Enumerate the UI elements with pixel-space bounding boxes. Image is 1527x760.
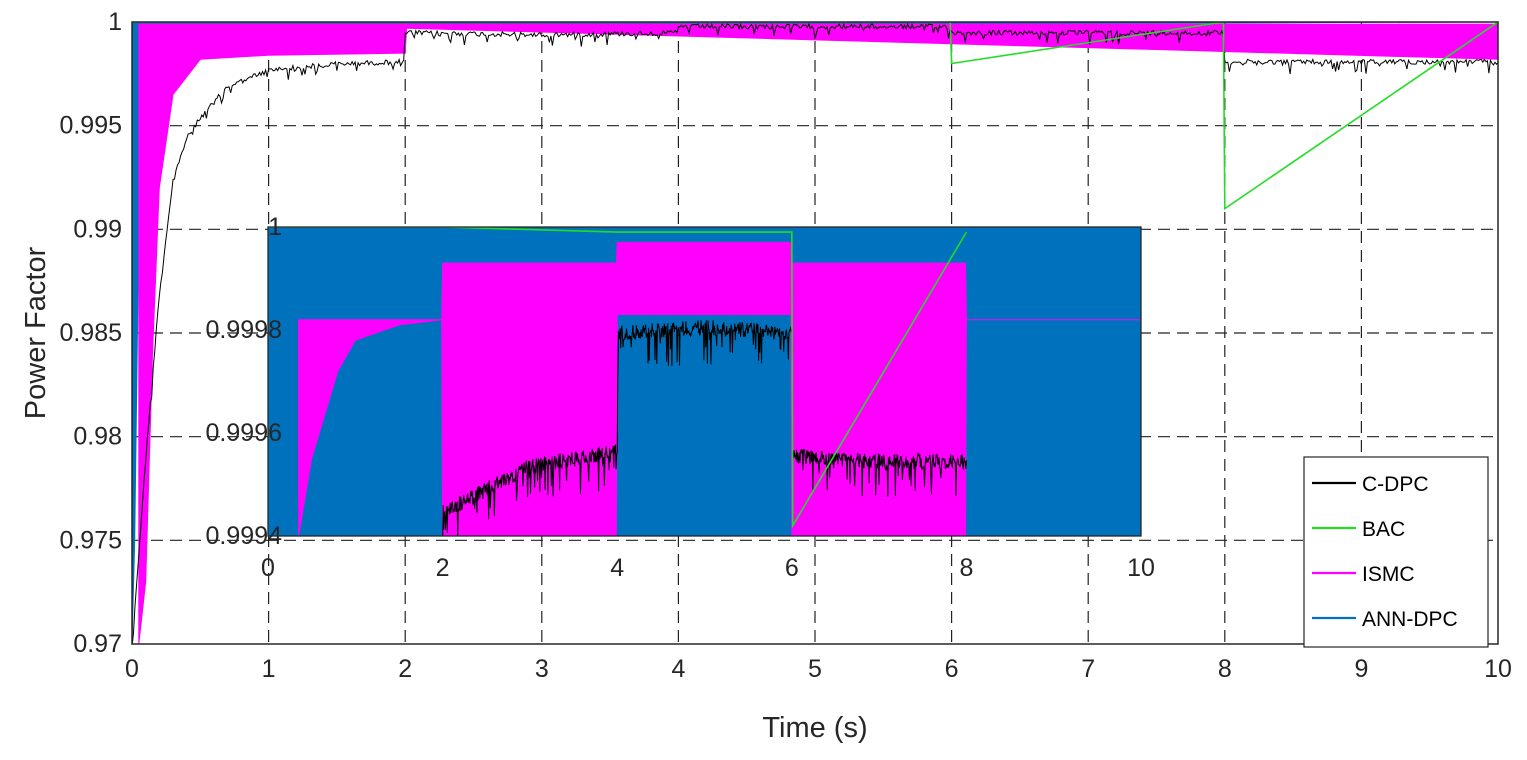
- series-bac-line: [268, 227, 968, 529]
- y-axis-title: Power Factor: [20, 246, 52, 419]
- x-tick-label: 8: [959, 554, 973, 582]
- x-tick-label: 6: [785, 554, 799, 582]
- x-tick-label: 9: [1354, 655, 1368, 683]
- series-bac-line: [132, 22, 1498, 211]
- inset-tick-labels: 0 2 4 6 8 10 0.9994 0.9996 0.9998 1: [206, 213, 1155, 582]
- series-c-dpc-line: [442, 320, 967, 536]
- x-tick-label: 3: [535, 655, 549, 683]
- main-series: [132, 22, 1498, 644]
- legend-label: BAC: [1362, 518, 1405, 541]
- legend-label: ISMC: [1362, 563, 1415, 586]
- legend-label: ANN-DPC: [1362, 608, 1458, 631]
- series-c-dpc-line: [132, 22, 1498, 644]
- y-tick-label: 0.9994: [206, 522, 283, 550]
- y-tick-label: 0.98: [73, 423, 122, 451]
- y-tick-label: 1: [108, 8, 122, 36]
- x-tick-label: 0: [125, 655, 139, 683]
- y-tick-label: 0.975: [59, 526, 122, 554]
- series-group: [132, 22, 1498, 644]
- x-tick-label: 0: [261, 554, 275, 582]
- x-tick-label: 5: [808, 655, 822, 683]
- series-ismc-band: [138, 23, 1498, 644]
- x-tick-label: 8: [1218, 655, 1232, 683]
- main-plot-frame: [131, 21, 1499, 645]
- inset-series: [268, 227, 1141, 536]
- x-tick-label: 10: [1127, 554, 1155, 582]
- x-tick-label: 2: [398, 655, 412, 683]
- y-tick-label: 0.985: [59, 319, 122, 347]
- x-tick-label: 1: [262, 655, 276, 683]
- x-tick-label: 6: [945, 655, 959, 683]
- x-tick-label: 4: [610, 554, 624, 582]
- y-tick-label: 0.995: [59, 112, 122, 140]
- inset-plot-frame: [267, 226, 1142, 537]
- y-tick-label: 0.97: [73, 630, 122, 658]
- y-tick-label: 0.9996: [206, 419, 282, 447]
- x-tick-label: 4: [671, 655, 685, 683]
- y-tick-label: 1: [268, 213, 282, 241]
- legend-label: C-DPC: [1362, 473, 1429, 496]
- y-tick-label: 0.99: [73, 215, 122, 243]
- x-tick-label: 2: [436, 554, 450, 582]
- x-tick-label: 10: [1484, 655, 1512, 683]
- series-group: [268, 227, 1141, 536]
- x-tick-label: 7: [1081, 655, 1095, 683]
- x-axis-title: Time (s): [762, 712, 867, 744]
- legend-box: [1303, 456, 1489, 648]
- legend-entries: C-DPC BAC ISMC ANN-DPC: [1312, 473, 1458, 631]
- y-tick-label: 0.9998: [206, 316, 282, 344]
- legend: C-DPC BAC ISMC ANN-DPC: [1303, 456, 1489, 648]
